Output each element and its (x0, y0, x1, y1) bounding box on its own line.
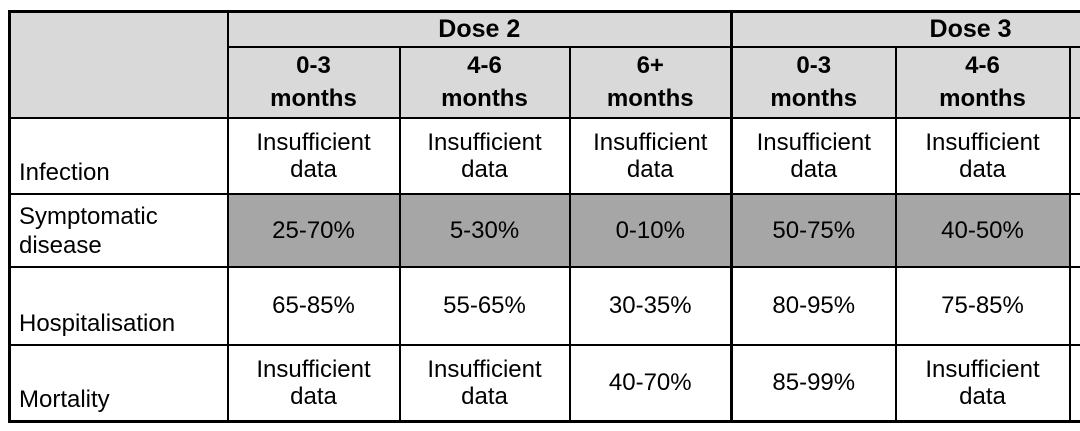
data-cell: 75-85% (894, 265, 1071, 346)
table-row-mortality: Mortality Insufficient data Insufficient… (8, 343, 1080, 423)
row-label-symptomatic-disease: Symptomatic disease (8, 192, 229, 268)
period-header-cell: 4-6 months (398, 45, 571, 119)
data-cell (1068, 265, 1080, 346)
period-header-cell: 0-3 months (730, 45, 897, 119)
data-cell: Insufficient data (398, 343, 571, 423)
data-cell: 85-99% (730, 343, 897, 423)
period-header-cell: 4-6 months (894, 45, 1071, 119)
data-cell: 65-85% (226, 265, 401, 346)
data-cell (1068, 116, 1080, 195)
data-cell: Insufficient data (894, 116, 1071, 195)
row-label-hospitalisation: Hospitalisation (8, 265, 229, 346)
vaccine-effectiveness-table: Dose 2 Dose 3 0-3 months 4-6 months 6+ m… (8, 10, 1080, 423)
data-cell: Insufficient data (226, 343, 401, 423)
table-row-infection: Infection Insufficient data Insufficient… (8, 116, 1080, 195)
dose2-header-cell: Dose 2 (226, 10, 733, 48)
data-cell (1068, 192, 1080, 268)
data-cell: 50-75% (730, 192, 897, 268)
data-cell: Insufficient data (730, 116, 897, 195)
corner-cell (8, 10, 229, 119)
dose3-header-cell: Dose 3 (730, 10, 1080, 48)
data-cell: 0-10% (568, 192, 733, 268)
row-label-infection: Infection (8, 116, 229, 195)
table-row-symptomatic-disease: Symptomatic disease 25-70% 5-30% 0-10% 5… (8, 192, 1080, 268)
period-header-cell: 0-3 months (226, 45, 401, 119)
data-cell: 80-95% (730, 265, 897, 346)
period-header-cell (1068, 45, 1080, 119)
data-cell: 5-30% (398, 192, 571, 268)
period-header-row: 0-3 months 4-6 months 6+ months 0-3 mont… (10, 45, 1080, 119)
data-cell: 40-50% (894, 192, 1071, 268)
row-label-mortality: Mortality (8, 343, 229, 423)
data-cell: 25-70% (226, 192, 401, 268)
data-cell (1068, 343, 1080, 423)
data-cell: Insufficient data (398, 116, 571, 195)
data-cell: Insufficient data (226, 116, 401, 195)
data-cell: 30-35% (568, 265, 733, 346)
data-cell: 55-65% (398, 265, 571, 346)
data-cell: Insufficient data (568, 116, 733, 195)
table-row-hospitalisation: Hospitalisation 65-85% 55-65% 30-35% 80-… (8, 265, 1080, 346)
period-header-cell: 6+ months (568, 45, 733, 119)
data-cell: 40-70% (568, 343, 733, 423)
dose-header-row: Dose 2 Dose 3 (8, 10, 1080, 119)
data-cell: Insufficient data (894, 343, 1071, 423)
